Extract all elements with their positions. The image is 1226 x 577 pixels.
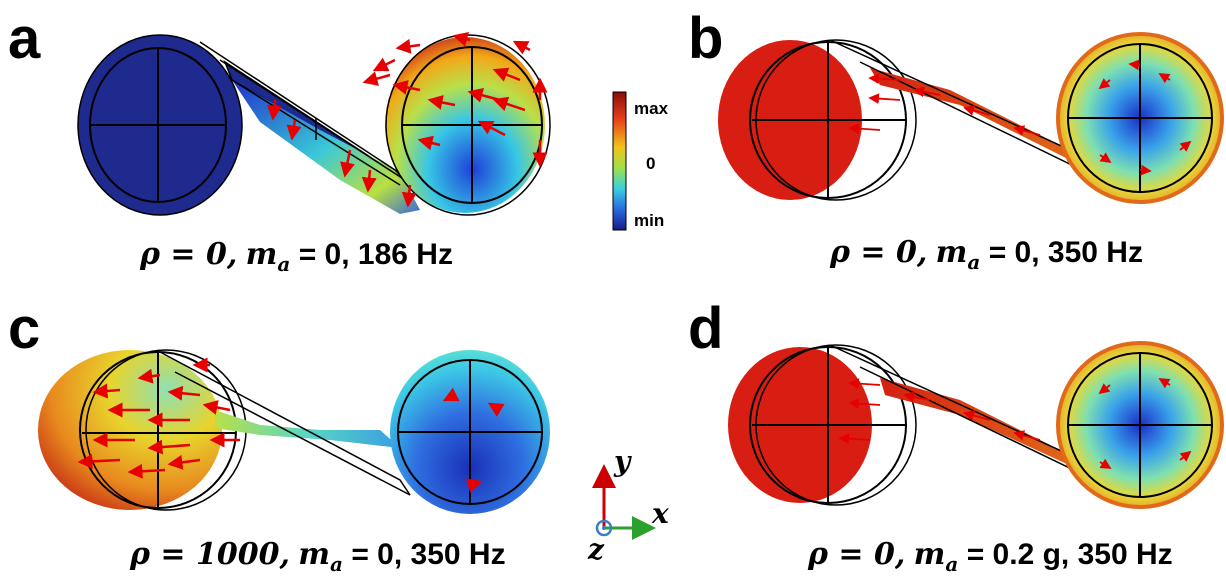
panel-b-caption-sub: a (967, 250, 981, 274)
panel-b-caption: ρ = 0, ma = 0, 350 Hz (830, 235, 1143, 274)
panel-c-structure (38, 349, 550, 514)
panel-c-caption-sub: a (330, 552, 343, 576)
coordinate-axes (592, 464, 656, 540)
panel-c-letter: c (8, 296, 41, 361)
colorbar (612, 91, 627, 231)
panel-b-caption-m: m (935, 235, 968, 270)
colorbar-min-label: min (634, 211, 665, 230)
panel-d-caption-rho: ρ = 0, (808, 537, 906, 572)
panel-c-caption-rest: = 0, 350 Hz (342, 538, 506, 571)
y-axis-label: y (614, 445, 631, 478)
panel-b-structure (718, 32, 1224, 204)
panel-d-structure (728, 341, 1224, 509)
panel-b-caption-rest: = 0, 350 Hz (980, 236, 1143, 269)
panel-b-letter: b (688, 6, 724, 71)
x-axis-label: x (652, 497, 669, 530)
z-axis-label: z (588, 533, 604, 566)
panel-a-caption-rest: = 0, 186 Hz (290, 238, 453, 271)
panel-c-caption: ρ = 1000, ma = 0, 350 Hz (130, 537, 506, 576)
panel-a-caption-rho: ρ = 0, (140, 237, 238, 272)
panel-c-caption-rho: ρ = 1000, (130, 537, 290, 572)
panel-c-left-disk (38, 350, 222, 510)
colorbar-zero-label: 0 (646, 154, 656, 173)
panel-a-letter: a (8, 6, 41, 71)
colorbar-max-label: max (634, 99, 669, 118)
panel-c-beam (215, 410, 400, 448)
panel-d-caption-rest: = 0.2 g, 350 Hz (958, 538, 1173, 571)
panel-a-structure (77, 31, 551, 216)
panel-a-caption-sub: a (277, 252, 291, 276)
panel-d-letter: d (688, 296, 724, 361)
panel-c-caption-m: m (298, 537, 331, 572)
panel-a-caption-m: m (245, 237, 278, 272)
panel-d-caption-sub: a (945, 552, 959, 576)
panel-a-caption: ρ = 0, ma = 0, 186 Hz (140, 237, 453, 276)
panel-d-caption-m: m (913, 537, 946, 572)
z-axis-marker (595, 519, 613, 537)
panel-d-caption: ρ = 0, ma = 0.2 g, 350 Hz (808, 537, 1173, 576)
panel-b-caption-rho: ρ = 0, (830, 235, 928, 270)
